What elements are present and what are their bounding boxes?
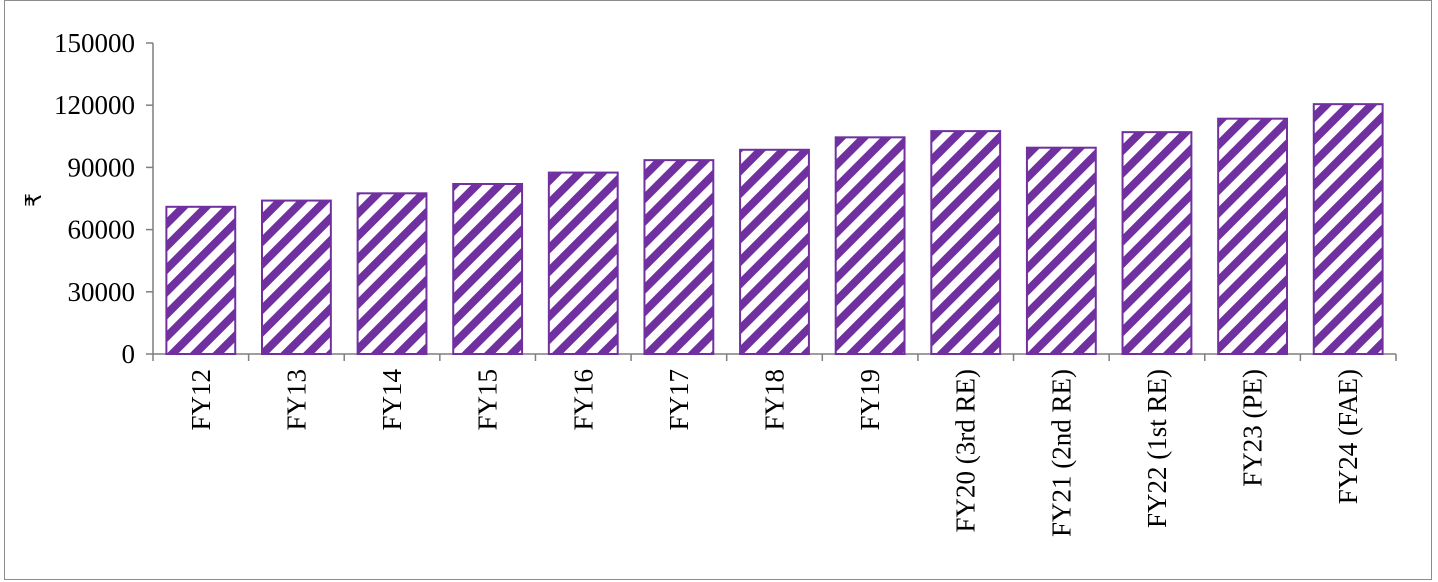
chart-frame xyxy=(4,0,1432,580)
bar-fy24-fae xyxy=(1312,103,1384,355)
bar-fy14 xyxy=(356,192,428,355)
x-tick-label: FY20 (3rd RE) xyxy=(951,369,981,533)
bar-fy13 xyxy=(261,199,332,355)
x-tick-label: FY15 xyxy=(473,369,503,431)
x-tick-label: FY22 (1st RE) xyxy=(1142,369,1172,528)
y-tick-label: 150000 xyxy=(54,28,135,58)
x-tick-label: FY18 xyxy=(760,369,790,431)
y-axis-label: ₹ xyxy=(22,193,47,207)
y-axis: 0 30000 60000 90000 120000 150000 xyxy=(54,28,154,369)
x-tick-label: FY13 xyxy=(281,369,311,431)
x-tick-label: FY21 (2nd RE) xyxy=(1046,369,1076,537)
bar-fy15 xyxy=(452,182,524,355)
x-tick-label: FY24 (FAE) xyxy=(1333,369,1363,504)
x-tick-label: FY12 xyxy=(186,369,216,431)
bar-fy12 xyxy=(165,205,237,355)
bar-fy17 xyxy=(643,159,715,355)
y-tick-label: 90000 xyxy=(68,152,136,182)
bars xyxy=(165,103,1384,355)
y-tick-label: 0 xyxy=(122,339,136,369)
x-axis xyxy=(152,353,1397,361)
bar-fy21-2nd-re xyxy=(1025,146,1097,355)
bar-fy18 xyxy=(739,148,810,355)
bar-fy19 xyxy=(834,136,906,355)
bar-fy22-1st-re xyxy=(1121,131,1193,355)
y-tick-label: 30000 xyxy=(68,277,136,307)
x-tick-label: FY23 (PE) xyxy=(1238,369,1268,487)
bar-fy23-pe xyxy=(1217,117,1288,355)
x-tick-label: FY19 xyxy=(855,369,885,431)
y-tick-label: 120000 xyxy=(54,90,135,120)
x-tick-label: FY14 xyxy=(377,369,407,431)
x-tick-label: FY17 xyxy=(664,369,694,431)
bar-fy16 xyxy=(547,171,619,355)
x-tick-labels: FY12 FY13 FY14 FY15 FY16 FY17 FY18 FY19 FY20 (3r… xyxy=(186,369,1363,537)
y-tick-label: 60000 xyxy=(68,215,136,245)
x-tick-label: FY16 xyxy=(568,369,598,431)
bar-fy20-3rd-re xyxy=(930,130,1002,355)
